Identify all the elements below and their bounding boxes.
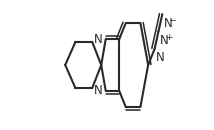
- Text: N: N: [94, 33, 103, 46]
- Text: N: N: [160, 34, 169, 47]
- Text: +: +: [165, 33, 172, 42]
- Text: N: N: [164, 17, 173, 30]
- Text: −: −: [168, 15, 176, 24]
- Text: N: N: [156, 51, 165, 64]
- Text: N: N: [94, 84, 103, 97]
